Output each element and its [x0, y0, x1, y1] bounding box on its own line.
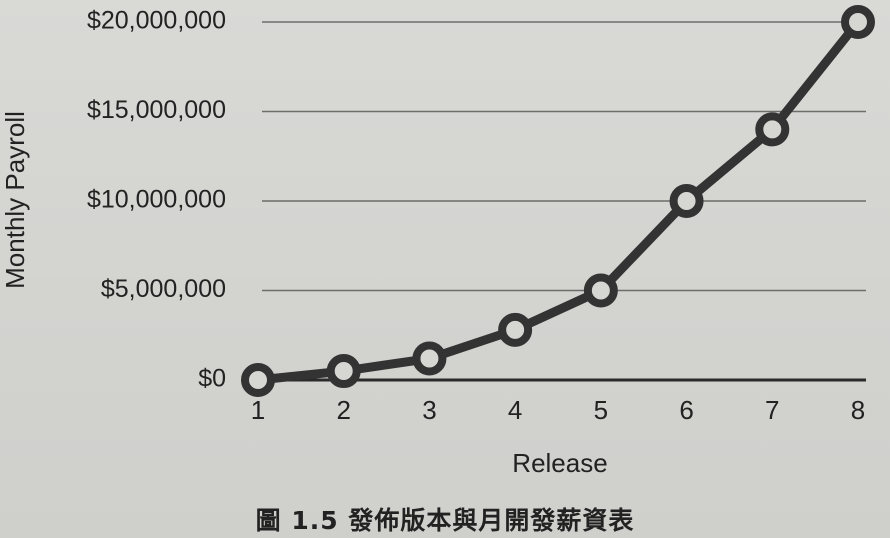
- y-tick-label: $5,000,000: [101, 275, 226, 303]
- y-axis-ticks: $0 $5,000,000 $10,000,000 $15,000,000 $20,00…: [87, 7, 226, 393]
- x-tick-label: 1: [251, 395, 265, 425]
- x-tick-label: 5: [594, 395, 608, 425]
- x-tick-label: 7: [765, 395, 779, 425]
- x-tick-label: 6: [679, 395, 693, 425]
- data-point: [583, 273, 618, 308]
- series-payroll: [241, 5, 875, 397]
- y-tick-label: $20,000,000: [87, 7, 226, 35]
- data-point: [669, 184, 704, 218]
- x-tick-label: 4: [508, 395, 522, 425]
- y-tick-label: $15,000,000: [87, 96, 226, 124]
- data-point: [755, 112, 790, 147]
- y-tick-label: $0: [198, 365, 226, 393]
- data-point: [241, 363, 275, 397]
- x-tick-label: 2: [336, 395, 350, 425]
- x-axis-label: Release: [512, 448, 607, 478]
- data-point: [841, 5, 875, 39]
- y-tick-label: $10,000,000: [87, 186, 226, 214]
- x-tick-label: 8: [851, 395, 865, 425]
- figure-caption: 圖 1.5 發佈版本與月開發薪資表: [255, 506, 635, 535]
- gridlines: [262, 21, 866, 382]
- data-point: [412, 341, 447, 376]
- line-chart: $0 $5,000,000 $10,000,000 $15,000,000 $20,00…: [0, 5, 875, 478]
- x-tick-label: 3: [422, 395, 436, 425]
- x-axis-ticks: 1 2 3 4 5 6 7 8: [251, 395, 865, 425]
- data-point: [498, 312, 533, 347]
- data-point: [326, 354, 361, 389]
- y-axis-label: Monthly Payroll: [0, 111, 30, 289]
